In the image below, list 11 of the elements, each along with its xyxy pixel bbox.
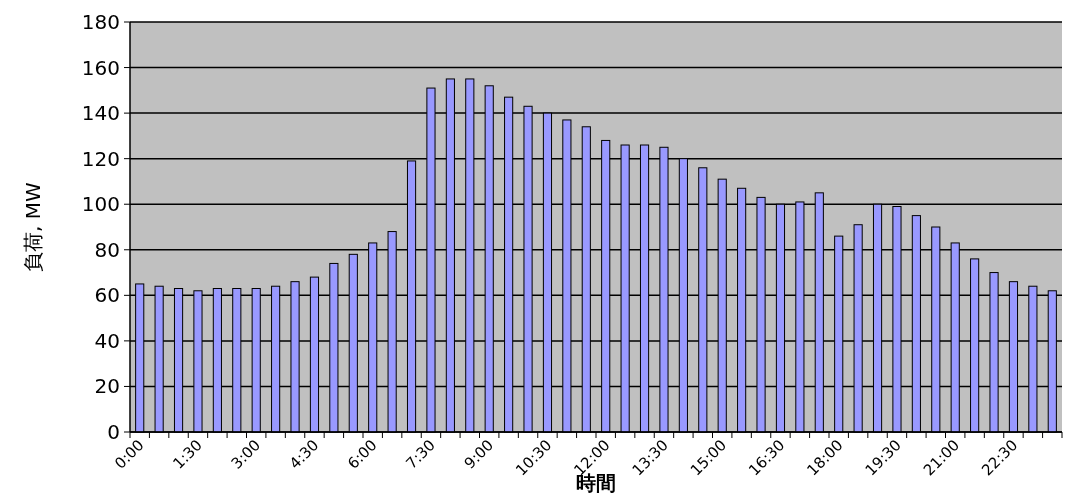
y-tick-label: 180 <box>81 10 120 34</box>
y-tick-label: 140 <box>81 101 120 126</box>
y-tick-label: 20 <box>94 374 120 399</box>
y-tick-label: 80 <box>94 237 120 262</box>
y-axis-title: 負荷, MW <box>21 181 45 272</box>
y-tick-label: 40 <box>94 328 120 353</box>
y-tick-label: 120 <box>81 146 120 171</box>
y-tick-label: 0 <box>107 420 120 444</box>
y-tick-label: 100 <box>81 192 120 217</box>
y-tick-label: 60 <box>94 283 120 308</box>
y-tick-label: 160 <box>81 55 120 80</box>
